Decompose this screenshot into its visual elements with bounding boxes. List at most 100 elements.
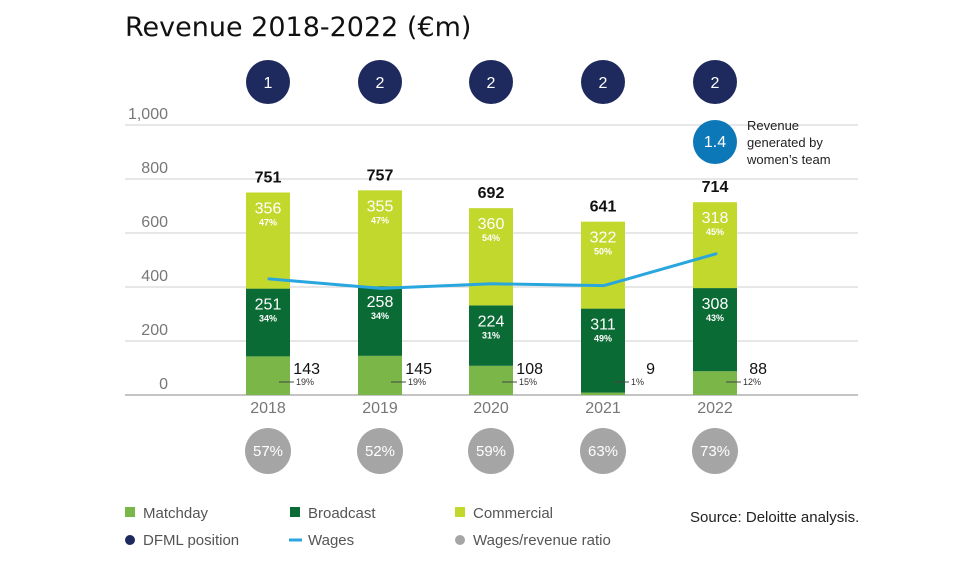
x-tick-label: 2019 [362,400,398,417]
bar-broadcast [246,288,290,357]
bar-matchday [469,365,513,395]
commercial-percent-label: 47% [371,215,389,225]
legend-swatch [455,535,465,545]
bar-matchday [246,356,290,395]
bar-commercial [358,190,402,287]
matchday-percent-label: 12% [743,377,761,387]
bar-commercial [246,192,290,289]
broadcast-value-label: 308 [702,296,729,313]
legend-swatch [455,507,465,517]
legend-label: Commercial [473,505,553,522]
annotation-text-line: Revenue [747,118,799,133]
x-tick-label: 2020 [473,400,509,417]
matchday-percent-label: 15% [519,377,537,387]
matchday-percent-label: 19% [296,377,314,387]
matchday-value-label: 88 [749,361,767,378]
y-tick-label: 200 [141,322,168,339]
matchday-value-label: 143 [293,361,320,378]
matchday-value-label: 145 [405,361,432,378]
commercial-value-label: 318 [702,210,729,227]
legend-label: Wages/revenue ratio [473,532,611,549]
commercial-percent-label: 45% [706,227,724,237]
dfml-position-label: 2 [376,75,385,92]
legend-label: Broadcast [308,505,376,522]
dfml-position-label: 1 [264,75,273,92]
wages-ratios: 57% 52% 59% 63% 73% [245,428,738,474]
bar-total-label: 641 [590,199,617,216]
data-labels: 75135647%25134%14319%75735547%25834%1451… [255,167,767,387]
legend-label: Matchday [143,505,209,522]
bar-total-label: 714 [702,179,729,196]
broadcast-value-label: 311 [590,317,616,334]
bar-matchday [358,355,402,395]
y-tick-label: 400 [141,268,168,285]
dfml-position-circle [581,60,625,104]
dfml-position-circle [246,60,290,104]
x-tick-label: 2021 [585,400,621,417]
annotation-circle [693,120,737,164]
commercial-percent-label: 54% [482,233,500,243]
y-tick-label: 1,000 [128,106,168,123]
commercial-value-label: 322 [590,230,617,247]
wages-line [267,252,718,290]
dfml-position-circle [469,60,513,104]
source-note: Source: Deloitte analysis. [690,509,859,526]
dfml-position-circle [358,60,402,104]
wages-series-line [267,252,718,290]
bar-total-label: 692 [478,185,505,202]
ratio-label: 63% [588,443,618,460]
commercial-percent-label: 50% [594,247,612,257]
dfml-position-label: 2 [487,75,496,92]
bars [246,190,737,395]
broadcast-value-label: 258 [367,294,394,311]
dfml-position-label: 2 [599,75,608,92]
ratio-label: 59% [476,443,506,460]
matchday-percent-label: 1% [631,377,644,387]
chart-title: Revenue 2018-2022 (€m) [125,12,471,43]
broadcast-percent-label: 43% [706,313,724,323]
legend-swatch [290,507,300,517]
womens-team-annotation: 1.4 Revenue generated by women’s team [693,118,831,167]
matchday-percent-label: 19% [408,377,426,387]
dfml-position-label: 2 [711,75,720,92]
broadcast-value-label: 224 [478,313,505,330]
matchday-value-label: 108 [516,361,543,378]
commercial-value-label: 360 [478,216,505,233]
legend-label: Wages [308,532,354,549]
ratio-circle [692,428,738,474]
ratio-circle [357,428,403,474]
bar-commercial [693,202,737,289]
bar-matchday [581,392,625,395]
legend-label: DFML position [143,532,239,549]
ratio-label: 52% [365,443,395,460]
y-axis: 0 200 400 600 800 1,000 [128,106,168,393]
bar-broadcast [358,286,402,356]
broadcast-percent-label: 49% [594,334,612,344]
y-tick-label: 600 [141,214,168,231]
broadcast-percent-label: 31% [482,330,500,340]
x-axis: 2018 2019 2020 2021 2022 [250,400,733,417]
broadcast-value-label: 251 [255,297,282,314]
legend: Matchday Broadcast Commercial DFML position… [125,505,611,549]
bar-broadcast [693,288,737,372]
bar-total-label: 757 [367,167,394,184]
dfml-positions: 1 2 2 2 2 [246,60,737,104]
x-tick-label: 2018 [250,400,286,417]
bar-broadcast [581,308,625,393]
bar-matchday [693,371,737,395]
bar-commercial [469,208,513,306]
bar-total-label: 751 [255,170,282,187]
y-tick-label: 800 [141,160,168,177]
ratio-label: 57% [253,443,283,460]
broadcast-percent-label: 34% [371,311,389,321]
commercial-value-label: 355 [367,198,394,215]
broadcast-percent-label: 34% [259,314,277,324]
annotation-text-line: generated by [747,135,823,150]
ratio-label: 73% [700,443,730,460]
bar-broadcast [469,305,513,366]
commercial-percent-label: 47% [259,218,277,228]
dfml-position-circle [693,60,737,104]
x-tick-label: 2022 [697,400,733,417]
legend-swatch [125,535,135,545]
